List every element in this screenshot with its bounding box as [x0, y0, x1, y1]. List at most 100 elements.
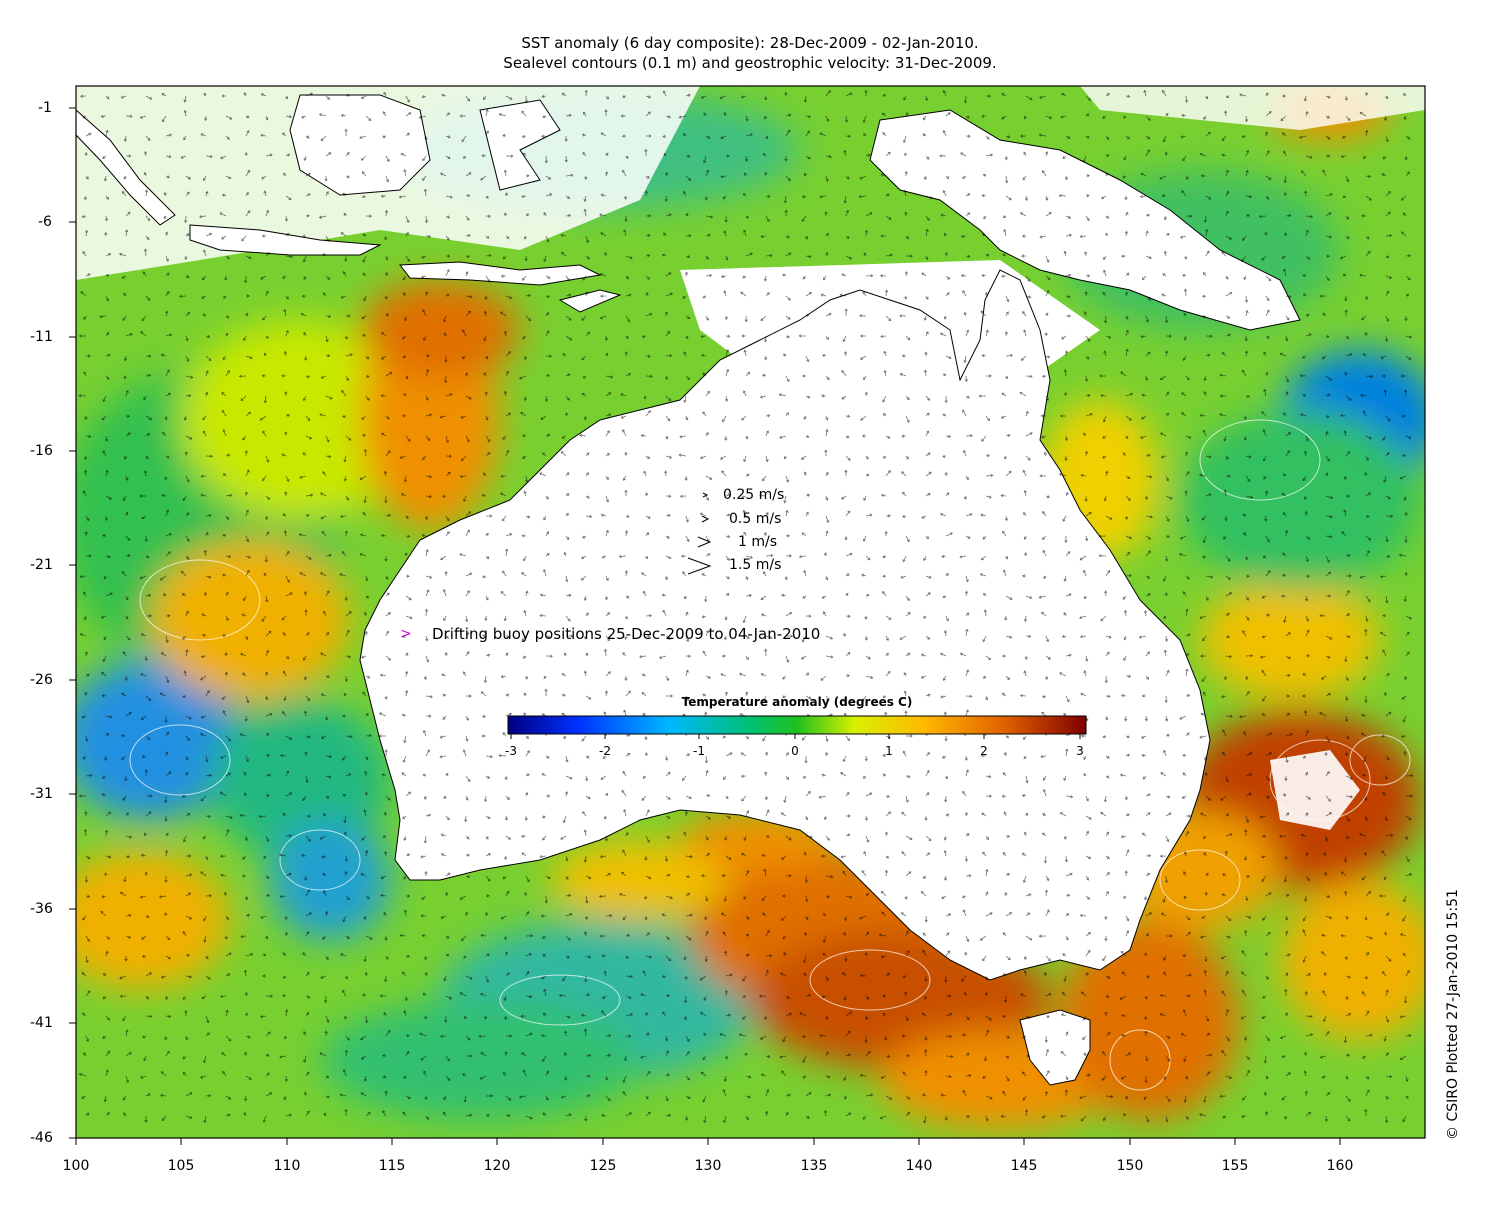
velocity-arrow: [382, 135, 387, 139]
velocity-arrow: [705, 675, 711, 679]
velocity-arrow: [945, 355, 952, 359]
velocity-arrow: [165, 133, 172, 137]
velocity-arrow: [924, 351, 928, 357]
velocity-arrow: [465, 874, 471, 879]
velocity-arrow: [105, 1069, 109, 1077]
velocity-arrow: [1185, 653, 1190, 657]
velocity-arrow: [363, 611, 368, 617]
velocity-arrow: [845, 209, 850, 217]
velocity-arrow: [121, 692, 127, 697]
velocity-arrow: [783, 795, 787, 804]
velocity-arrow: [505, 351, 511, 357]
velocity-arrow: [425, 435, 431, 442]
velocity-arrow: [1325, 95, 1331, 99]
velocity-arrow: [385, 655, 392, 661]
velocity-arrow: [125, 913, 132, 918]
velocity-arrow: [662, 1011, 667, 1017]
velocity-arrow: [523, 235, 527, 240]
velocity-arrow: [145, 354, 152, 358]
velocity-arrow: [325, 955, 329, 961]
velocity-arrow: [481, 714, 487, 718]
velocity-arrow: [1105, 975, 1111, 979]
velocity-arrow: [622, 475, 627, 481]
velocity-arrow: [622, 169, 627, 177]
velocity-arrow: [224, 935, 228, 940]
velocity-arrow: [778, 393, 787, 397]
velocity-arrow: [302, 255, 307, 263]
velocity-arrow: [342, 271, 347, 277]
velocity-arrow: [145, 455, 149, 460]
velocity-arrow: [862, 1115, 867, 1120]
velocity-arrow: [1183, 1095, 1187, 1103]
velocity-arrow: [864, 229, 869, 237]
velocity-arrow: [425, 575, 433, 579]
velocity-arrow: [305, 514, 310, 518]
velocity-arrow: [703, 995, 707, 1001]
velocity-arrow: [1041, 374, 1047, 378]
velocity-arrow: [345, 975, 349, 980]
velocity-arrow: [905, 734, 913, 738]
velocity-arrow: [1265, 932, 1271, 937]
velocity-arrow: [378, 734, 387, 738]
velocity-arrow: [1104, 232, 1108, 237]
velocity-arrow: [901, 1034, 907, 1038]
velocity-arrow: [1302, 475, 1307, 482]
velocity-arrow: [305, 1110, 310, 1117]
velocity-arrow: [985, 1115, 989, 1122]
velocity-arrow: [540, 914, 547, 918]
velocity-arrow: [980, 513, 987, 517]
velocity-arrow: [1165, 334, 1172, 338]
velocity-arrow: [721, 874, 727, 878]
velocity-arrow: [425, 354, 430, 358]
velocity-arrow: [160, 353, 167, 357]
velocity-arrow: [964, 495, 968, 500]
velocity-arrow: [745, 575, 749, 581]
velocity-arrow: [405, 534, 411, 538]
velocity-arrow: [1403, 115, 1407, 120]
velocity-arrow: [125, 835, 133, 839]
velocity-arrow: [1019, 391, 1027, 397]
velocity-arrow: [143, 1055, 147, 1062]
velocity-arrow: [1145, 149, 1150, 157]
velocity-arrow: [1364, 695, 1368, 704]
velocity-arrow: [1361, 991, 1367, 997]
velocity-arrow: [363, 915, 367, 920]
velocity-arrow: [505, 154, 514, 158]
velocity-arrow: [1325, 430, 1329, 437]
velocity-arrow: [142, 1035, 147, 1039]
velocity-arrow: [1144, 895, 1148, 901]
velocity-arrow: [261, 234, 267, 238]
velocity-arrow: [840, 495, 847, 500]
velocity-arrow: [465, 835, 470, 840]
velocity-arrow: [1165, 934, 1173, 938]
velocity-arrow: [121, 275, 127, 279]
velocity-arrow: [1041, 832, 1047, 837]
velocity-arrow: [505, 295, 513, 300]
velocity-arrow: [803, 471, 807, 477]
velocity-arrow: [1121, 971, 1127, 977]
velocity-arrow: [1199, 615, 1207, 620]
velocity-arrow: [561, 673, 567, 677]
velocity-arrow: [1045, 255, 1050, 263]
velocity-arrow: [382, 1110, 387, 1117]
velocity-arrow: [521, 635, 527, 642]
velocity-arrow: [704, 195, 708, 201]
velocity-arrow: [265, 695, 269, 701]
velocity-arrow: [105, 732, 110, 737]
velocity-arrow: [985, 868, 989, 877]
velocity-legend-label: 0.5 m/s: [729, 511, 782, 527]
velocity-arrow: [1103, 269, 1107, 277]
velocity-arrow: [104, 872, 108, 877]
velocity-arrow: [1120, 371, 1127, 377]
velocity-arrow: [244, 275, 248, 284]
velocity-arrow: [465, 215, 470, 221]
velocity-arrow: [965, 254, 971, 259]
velocity-arrow: [1285, 812, 1290, 817]
velocity-arrow: [1285, 391, 1289, 397]
velocity-arrow: [722, 1089, 727, 1097]
velocity-arrow: [1061, 92, 1067, 97]
velocity-arrow: [585, 495, 590, 499]
velocity-arrow: [1005, 1055, 1010, 1059]
velocity-arrow: [245, 1035, 251, 1039]
velocity-arrow: [1304, 895, 1308, 903]
